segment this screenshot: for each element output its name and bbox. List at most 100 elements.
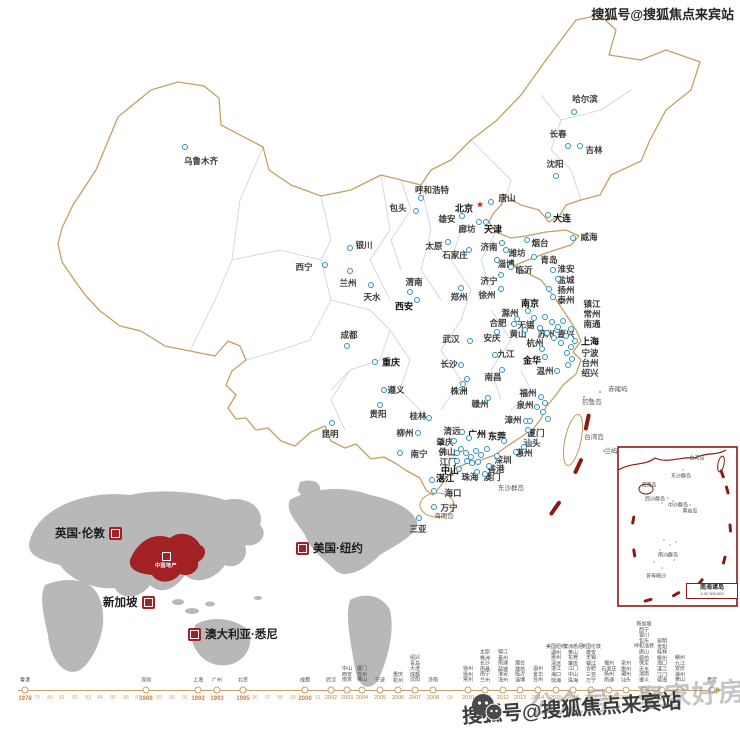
- timeline-city: 济南: [427, 677, 439, 684]
- world-city-text: 新加坡: [103, 597, 138, 609]
- timeline-city: 海口: [550, 671, 562, 678]
- timeline-city: 苏州: [356, 671, 368, 678]
- city-marker: [555, 276, 561, 282]
- timeline-tick-year: 79: [34, 695, 40, 701]
- city-label: 临沂: [515, 264, 533, 275]
- city-marker: [329, 420, 335, 426]
- timeline-city: 常州: [462, 677, 474, 684]
- timeline-city-stack: 绍兴 青岛 大连 成都 沈阳: [409, 655, 421, 684]
- timeline-node: [429, 686, 437, 694]
- city-marker: [539, 346, 545, 352]
- city-marker: [513, 449, 519, 455]
- city-label: 济宁: [480, 275, 498, 286]
- island-label: 钓鱼岛: [582, 398, 602, 406]
- timeline-year: 2014: [531, 695, 545, 701]
- timeline-node: [499, 686, 507, 694]
- timeline-city: 绍兴: [409, 655, 421, 662]
- timeline-city-stack: 厦门 苏州 佛山: [357, 667, 367, 684]
- city-marker: [368, 282, 374, 288]
- timeline-city: 扬州: [603, 671, 615, 678]
- brand-logo-icon: [188, 627, 201, 641]
- city-marker: [458, 285, 464, 291]
- timeline-city: 潍坊: [514, 666, 526, 673]
- timeline-city: 清远: [550, 660, 562, 667]
- city-label: 哈尔滨: [572, 93, 598, 104]
- timeline-year: 2020: [637, 695, 651, 701]
- city-label: 成都: [340, 329, 358, 340]
- timeline-city-stack: 济南: [428, 678, 438, 684]
- timeline-axis: [18, 690, 716, 691]
- city-label: 西宁: [295, 261, 313, 272]
- city-marker: [522, 327, 528, 333]
- city-label: 佛山: [438, 446, 456, 457]
- city-marker: [571, 109, 577, 115]
- timeline-city: 唐山: [638, 649, 650, 656]
- city-label: 大连: [552, 213, 572, 224]
- island-label: 台湾岛: [584, 433, 604, 441]
- city-label: 三亚: [409, 523, 427, 534]
- timeline-node: [552, 686, 560, 694]
- timeline-city: 泉州: [620, 660, 632, 667]
- city-marker: [429, 477, 435, 483]
- city-marker: [414, 297, 420, 303]
- timeline-city: 湛江: [550, 666, 562, 673]
- timeline-city-stack: 宁波: [375, 678, 385, 684]
- city-label: 南宁: [410, 448, 428, 459]
- timeline-city-stack: 赣州 九江 安庆 滁州 黄山: [674, 655, 686, 684]
- timeline-city: 重庆: [392, 671, 404, 678]
- city-marker: [458, 362, 464, 368]
- city-marker: [542, 400, 548, 406]
- city-marker: [459, 429, 465, 435]
- timeline-year: 2007: [408, 695, 422, 701]
- city-label: 沈阳: [546, 158, 564, 169]
- timeline-city: 美国纽约: [545, 643, 567, 650]
- city-marker: [463, 450, 469, 456]
- sea-inset-scale: 1:32 000 000: [700, 591, 724, 597]
- world-city-text: 澳大利亚·悉尼: [205, 629, 278, 641]
- city-marker: [542, 314, 548, 320]
- city-label: 乌鲁木齐: [183, 155, 219, 166]
- timeline-city-stack: 武汉: [326, 678, 336, 684]
- timeline-city: 成都: [409, 671, 421, 678]
- city-marker: [322, 262, 328, 268]
- timeline-city-stack: 悉尼: [707, 678, 717, 684]
- timeline-city: 广州: [211, 677, 223, 684]
- city-label: 黄山: [509, 328, 527, 339]
- timeline-city: 柳州: [656, 655, 668, 662]
- timeline-node: [622, 686, 630, 694]
- city-marker: [525, 308, 531, 314]
- city-marker: [572, 338, 578, 344]
- city-marker: [454, 458, 460, 464]
- city-label: 清远: [443, 425, 461, 436]
- timeline-city: 江门: [656, 671, 668, 678]
- timeline-node: [327, 686, 335, 694]
- timeline-city-stack: 澳洲悉尼 黄山 东莞 肇庆 江门 中山 珠海: [563, 644, 583, 684]
- city-marker: [537, 325, 543, 331]
- timeline-node: [481, 686, 489, 694]
- city-marker: [568, 344, 574, 350]
- timeline-city-stack: 美国纽约 湖州 惠州 清远 湛江 海口 琼海: [545, 643, 567, 684]
- city-marker: [413, 208, 419, 214]
- timeline-city-stack: 上海: [193, 678, 203, 684]
- wechat-icon: [472, 694, 503, 721]
- timeline-city: 中山: [341, 666, 353, 673]
- city-label: 无锡: [517, 319, 535, 330]
- timeline-city: 福州: [603, 660, 615, 667]
- city-label: 漳州: [504, 414, 522, 425]
- city-label: 南京: [520, 298, 540, 309]
- timeline-tick-year: 99: [290, 695, 296, 701]
- city-label: 深圳: [494, 454, 512, 465]
- timeline-city: 厦门: [356, 666, 368, 673]
- timeline-node: [142, 686, 150, 694]
- city-marker: [476, 219, 482, 225]
- city-marker: [503, 247, 509, 253]
- city-marker: [563, 333, 569, 339]
- timeline-city: 赣州: [674, 655, 686, 662]
- timeline-city-stack: 太原 株洲 长沙 南昌 南宁 兰州: [480, 650, 490, 684]
- sea-inset-label: 曾母暗沙: [645, 573, 667, 580]
- city-marker: [565, 362, 571, 368]
- city-marker: [469, 460, 475, 466]
- brand-text: 中国地产: [154, 563, 178, 569]
- timeline-city: 呼和浩特: [633, 643, 655, 650]
- city-label: 镇江: [583, 298, 601, 309]
